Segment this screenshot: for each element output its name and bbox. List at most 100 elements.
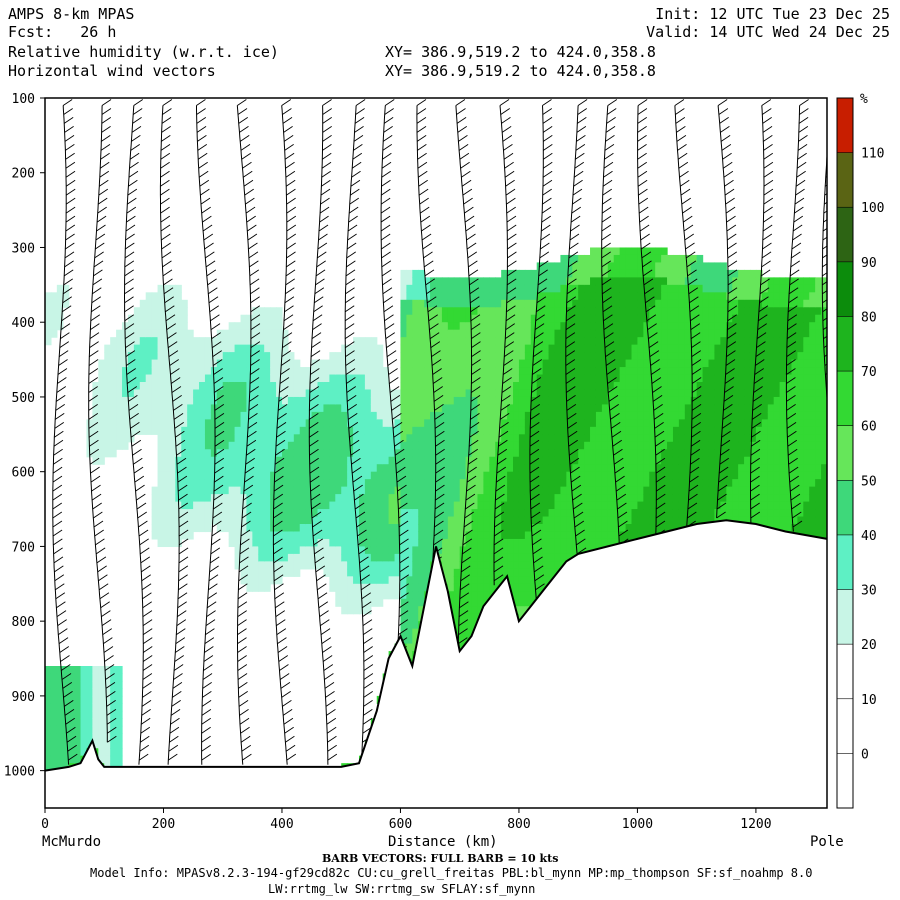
- rh-cell: [797, 419, 804, 428]
- rh-cell: [281, 538, 289, 548]
- rh-cell: [418, 464, 425, 473]
- rh-cell: [619, 471, 627, 480]
- rh-cell: [471, 322, 479, 331]
- rh-cell: [471, 382, 479, 391]
- barb-flag: [88, 395, 98, 402]
- rh-cell: [193, 396, 200, 406]
- rh-cell: [732, 501, 739, 510]
- rh-cell: [821, 441, 827, 450]
- rh-cell: [430, 486, 437, 495]
- rh-cell: [578, 314, 585, 323]
- rh-cell: [631, 464, 639, 473]
- rh-cell: [400, 606, 407, 615]
- rh-cell: [341, 404, 348, 413]
- rh-cell: [299, 531, 307, 540]
- rh-cell: [317, 396, 325, 406]
- rh-cell: [382, 456, 390, 465]
- rh-cell: [791, 314, 798, 323]
- rh-cell: [530, 546, 538, 555]
- rh-cell: [430, 396, 437, 406]
- rh-cell: [157, 396, 165, 406]
- rh-cell: [459, 374, 467, 383]
- rh-cell: [471, 591, 479, 600]
- rh-cell: [264, 464, 271, 473]
- rh-cell: [258, 568, 265, 577]
- rh-cell: [661, 396, 668, 406]
- rh-cell: [554, 314, 562, 323]
- rh-cell: [358, 434, 366, 443]
- rh-cell: [45, 666, 52, 675]
- rh-cell: [388, 456, 396, 465]
- rh-cell: [548, 524, 556, 533]
- rh-cell: [761, 434, 769, 443]
- rh-cell: [163, 426, 171, 435]
- rh-cell: [755, 471, 763, 480]
- rh-cell: [465, 501, 473, 510]
- rh-cell: [311, 516, 319, 525]
- rh-cell: [169, 292, 176, 301]
- rh-cell: [696, 464, 704, 473]
- rh-cell: [471, 606, 479, 615]
- rh-cell: [151, 426, 159, 435]
- rh-cell: [495, 299, 502, 308]
- rh-cell: [595, 426, 603, 435]
- rh-cell: [572, 486, 579, 495]
- rh-cell: [595, 359, 603, 368]
- rh-cell: [163, 344, 171, 353]
- rh-cell: [613, 254, 621, 264]
- rh-cell: [169, 389, 176, 398]
- rh-cell: [370, 546, 378, 555]
- rh-cell: [738, 359, 745, 368]
- rh-cell: [394, 396, 402, 406]
- rh-cell: [738, 337, 745, 346]
- rh-cell: [779, 471, 787, 480]
- rh-cell: [98, 666, 105, 675]
- rh-cell: [566, 471, 573, 480]
- barb-flag: [131, 439, 142, 447]
- rh-cell: [548, 389, 556, 398]
- rh-cell: [524, 322, 532, 331]
- rh-cell: [601, 426, 609, 435]
- rh-cell: [169, 329, 176, 338]
- rh-cell: [341, 456, 348, 465]
- barb-flag: [58, 637, 69, 644]
- rh-cell: [287, 382, 295, 391]
- rh-cell: [483, 441, 490, 450]
- rh-cell: [578, 411, 585, 420]
- rh-cell: [661, 389, 668, 398]
- rh-cell: [483, 479, 490, 488]
- rh-cell: [317, 464, 325, 473]
- rh-cell: [513, 538, 520, 548]
- rh-cell: [501, 494, 508, 503]
- rh-cell: [412, 396, 419, 406]
- rh-cell: [702, 464, 710, 473]
- rh-cell: [418, 583, 425, 592]
- rh-cell: [619, 486, 627, 495]
- rh-cell: [175, 464, 182, 473]
- rh-cell: [672, 501, 680, 510]
- rh-cell: [601, 404, 609, 413]
- rh-cell: [797, 337, 804, 346]
- rh-cell: [453, 621, 461, 630]
- rh-cell: [601, 329, 609, 338]
- rh-cell: [412, 344, 419, 353]
- rh-cell: [406, 419, 413, 428]
- rh-cell: [116, 404, 123, 413]
- rh-cell: [607, 411, 615, 420]
- rh-cell: [548, 464, 556, 473]
- rh-cell: [536, 426, 544, 435]
- rh-cell: [139, 359, 147, 368]
- rh-cell: [495, 284, 502, 293]
- rh-cell: [459, 568, 467, 577]
- rh-cell: [595, 247, 603, 256]
- rh-cell: [45, 718, 52, 727]
- rh-cell: [785, 419, 793, 428]
- rh-cell: [465, 464, 473, 473]
- rh-cell: [501, 546, 508, 555]
- rh-cell: [619, 449, 627, 458]
- rh-cell: [773, 284, 781, 293]
- rh-cell: [578, 269, 585, 278]
- rh-cell: [649, 411, 656, 420]
- rh-cell: [649, 501, 656, 510]
- rh-cell: [471, 284, 479, 293]
